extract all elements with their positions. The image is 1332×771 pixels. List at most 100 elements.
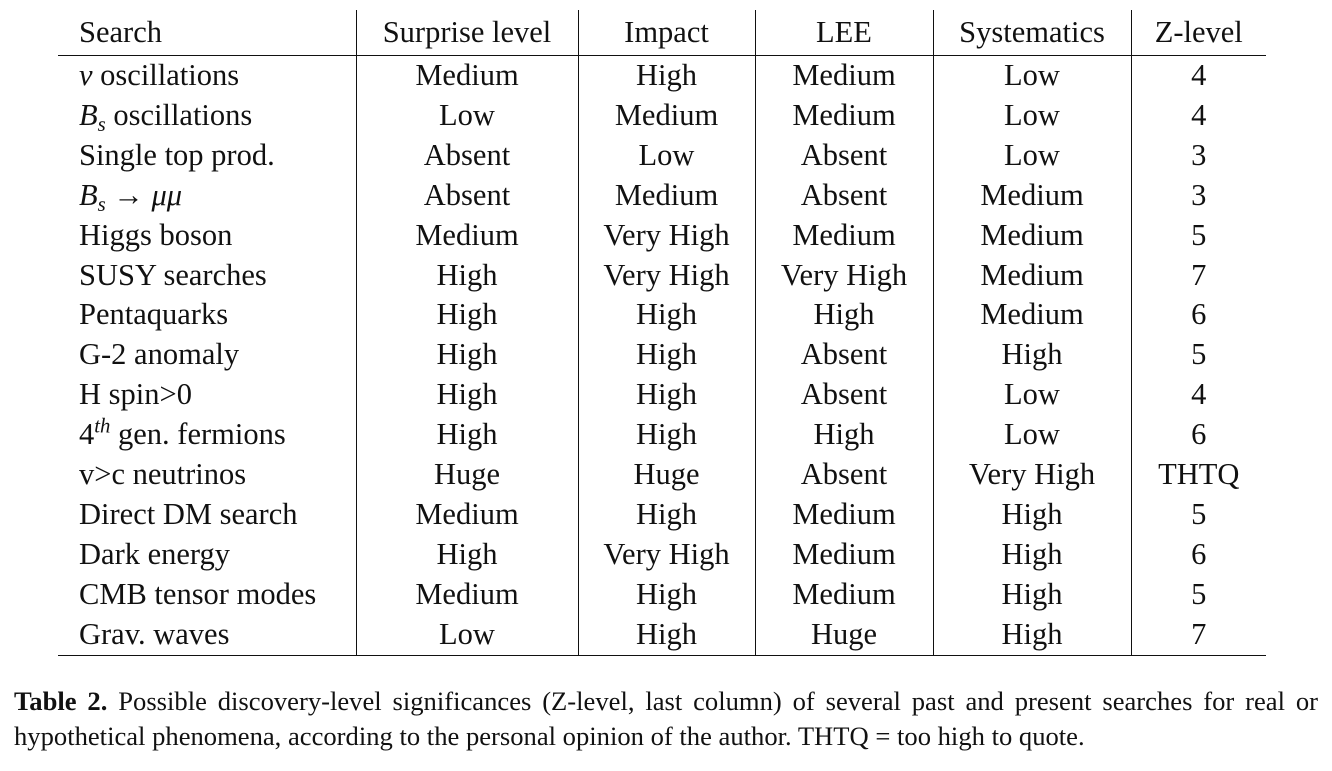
cell-lee: Medium [754,534,933,575]
cell-impact: Very High [577,215,755,256]
cell-lee: Medium [754,215,933,256]
cell-z-level: 6 [1130,534,1266,575]
cell-systematics: Low [932,415,1131,456]
table-header: Search Surprise level Impact LEE Systema… [58,10,1266,56]
cell-systematics: High [932,574,1131,615]
table-row: ν oscillations Medium High Medium Low 4 [58,55,1266,96]
cell-lee: Very High [754,255,933,296]
table-row: H spin>0 High High Absent Low 4 [58,375,1266,416]
cell-z-level: 4 [1130,95,1266,136]
cell-search: v>c neutrinos [58,455,356,495]
table-row: Bs → μμ Absent Medium Absent Medium 3 [58,175,1266,216]
table-row: v>c neutrinos Huge Huge Absent Very High THTQ [58,455,1266,495]
cell-surprise-level: Medium [355,215,578,256]
cell-lee: Huge [754,614,933,656]
cell-systematics: Medium [932,215,1131,256]
cell-impact: Huge [577,455,755,495]
cell-search: SUSY searches [58,256,356,296]
cell-search: Higgs boson [58,216,356,256]
cell-impact: High [577,335,755,376]
cell-systematics: High [932,335,1131,376]
table-row: Direct DM search Medium High Medium High 5 [58,494,1266,535]
significance-table: Search Surprise level Impact LEE Systema… [58,10,1266,656]
cell-surprise-level: Medium [355,574,578,615]
cell-z-level: 5 [1130,494,1266,535]
caption-text: Possible discovery-level significances (… [14,686,1318,751]
cell-lee: Medium [754,55,933,96]
cell-search: Dark energy [58,535,356,575]
search-text: Direct DM search [79,496,298,531]
header-impact: Impact [577,10,755,56]
cell-z-level: THTQ [1130,455,1266,495]
cell-search: Grav. waves [58,614,356,656]
cell-surprise-level: Low [355,614,578,656]
cell-impact: Low [577,135,755,176]
cell-z-level: 6 [1130,415,1266,456]
cell-lee: Medium [754,494,933,535]
cell-search: G-2 anomaly [58,335,356,375]
table-row: Grav. waves Low High Huge High 7 [58,614,1266,656]
search-text: Single top prod. [79,137,275,172]
search-text: SUSY searches [79,257,267,292]
table-row: SUSY searches High Very High Very High Mediu… [58,255,1266,296]
cell-z-level: 6 [1130,295,1266,336]
cell-z-level: 5 [1130,215,1266,256]
cell-systematics: Low [932,95,1131,136]
table-row: Pentaquarks High High High Medium 6 [58,295,1266,336]
cell-systematics: High [932,494,1131,535]
search-symbol: B [79,177,98,212]
header-z-level: Z-level [1130,10,1266,56]
cell-systematics: Low [932,55,1131,96]
cell-impact: Very High [577,255,755,296]
cell-surprise-level: Huge [355,455,578,495]
cell-impact: High [577,295,755,336]
cell-z-level: 7 [1130,255,1266,296]
header-search: Search [58,10,356,56]
search-text: oscillations [92,58,240,92]
cell-search: Pentaquarks [58,295,356,335]
cell-impact: High [577,415,755,456]
significance-table-container: Search Surprise level Impact LEE Systema… [58,10,1266,656]
cell-surprise-level: High [355,255,578,296]
search-text: G-2 anomaly [79,337,240,372]
cell-impact: High [577,375,755,416]
cell-surprise-level: Absent [355,135,578,176]
cell-impact: High [577,494,755,535]
cell-search: H spin>0 [58,375,356,415]
cell-impact: High [577,55,755,96]
table-row: Dark energy High Very High Medium High 6 [58,534,1266,575]
table-row: Higgs boson Medium Very High Medium Medium 5 [58,215,1266,256]
cell-surprise-level: High [355,335,578,376]
cell-lee: Absent [754,135,933,176]
table-caption: Table 2. Possible discovery-level signif… [14,684,1318,754]
cell-lee: Absent [754,375,933,416]
cell-systematics: Medium [932,255,1131,296]
cell-lee: High [754,295,933,336]
cell-z-level: 4 [1130,55,1266,96]
cell-systematics: High [932,614,1131,656]
search-symbol: 4 [79,417,95,452]
cell-systematics: Medium [932,175,1131,216]
search-text: oscillations [105,97,253,132]
search-text: Dark energy [79,536,231,571]
cell-z-level: 3 [1130,175,1266,216]
cell-search: CMB tensor modes [58,575,356,615]
cell-lee: Medium [754,95,933,136]
cell-impact: Medium [577,95,755,136]
header-lee: LEE [754,10,933,56]
cell-lee: Absent [754,175,933,216]
header-systematics: Systematics [932,10,1131,56]
search-subscript: s [97,113,106,136]
table-row: Single top prod. Absent Low Absent Low 3 [58,135,1266,176]
table-row: CMB tensor modes Medium High Medium High 5 [58,574,1266,615]
cell-surprise-level: Absent [355,175,578,216]
cell-systematics: Medium [932,295,1131,336]
cell-z-level: 7 [1130,614,1266,656]
search-text: → μμ [105,177,183,212]
table-body: ν oscillations Medium High Medium Low 4 Bs osc… [58,55,1266,656]
cell-search: Bs oscillations [58,96,356,136]
cell-impact: High [577,574,755,615]
cell-search: Bs → μμ [58,176,356,216]
cell-impact: High [577,614,755,656]
search-text: Grav. waves [79,616,230,651]
